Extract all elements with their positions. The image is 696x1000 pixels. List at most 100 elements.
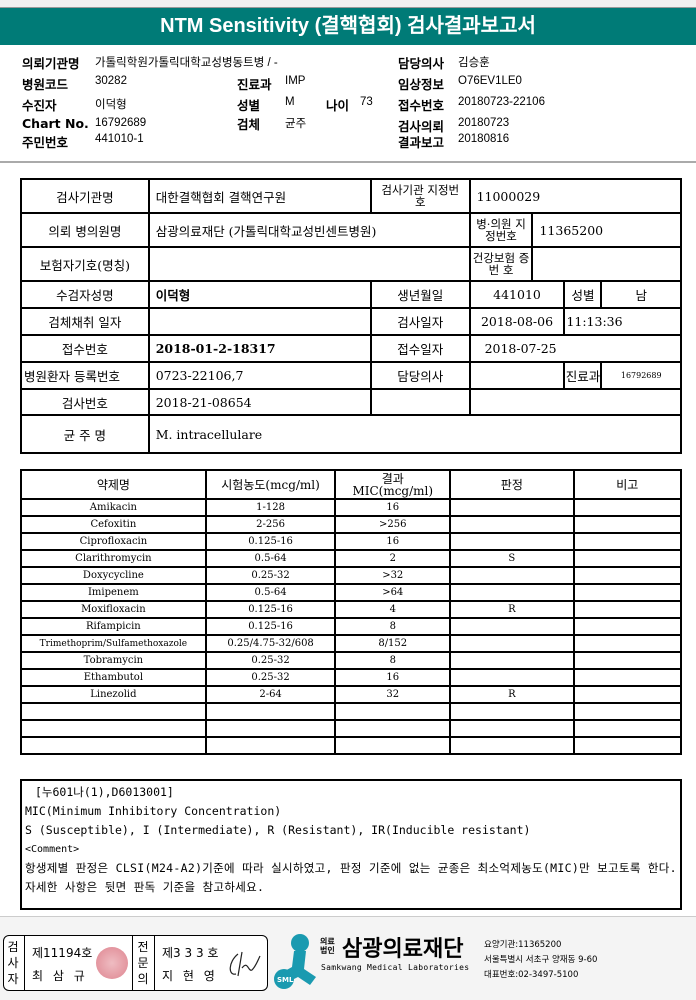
interpretation-cell — [449, 634, 575, 653]
interpretation-cell: S — [449, 549, 575, 568]
acc-label: 접수번호 — [20, 334, 150, 363]
seal-stamp — [96, 947, 128, 979]
doc — [468, 361, 566, 390]
interpretation-cell — [449, 651, 575, 670]
test-no: 2018-21-08654 — [147, 388, 372, 416]
name: 이덕형 — [147, 280, 372, 309]
interpretation-cell — [449, 566, 575, 585]
interpretation-cell — [449, 702, 575, 721]
dept: IMP — [285, 75, 306, 87]
specialist-label: 전문의 — [137, 940, 149, 986]
remark-cell — [572, 498, 683, 517]
drug-cell: Trimethoprim/Sulfamethoxazole — [20, 634, 207, 653]
acc-date: 2018-07-25 — [468, 334, 683, 363]
mic-cell: >64 — [334, 583, 452, 602]
sml-logo-icon: SML — [274, 934, 316, 989]
rrn-label: 주민번호 — [22, 135, 69, 150]
sex-label: 성별 — [563, 280, 603, 309]
acc: 2018-01-2-18317 — [147, 334, 372, 363]
info-table: 검사기관명 대한결핵협회 결핵연구원 검사기관 지정번호 11000029 의뢰… — [20, 178, 683, 454]
chart-number: 16792689 — [95, 117, 147, 129]
table-row: Cefoxitin 2-256 >256 — [20, 515, 683, 534]
mic-cell: 8/152 — [334, 634, 452, 653]
hospital-code: 30282 — [95, 75, 127, 87]
drug-cell: Ciprofloxacin — [20, 532, 207, 551]
signature — [229, 951, 261, 977]
specialist-name: 지 현 영 — [162, 969, 218, 983]
column-header: 판정 — [449, 469, 575, 500]
drug-cell: Linezolid — [20, 685, 207, 704]
test-time: 11:13:36 — [563, 307, 682, 336]
drug-cell: Clarithromycin — [20, 549, 207, 568]
test-date-label: 검사일자 — [369, 307, 471, 336]
signature-box: 검사자 제11194호 최 삼 규 전문의 제3 3 3 호 지 현 영 — [3, 935, 268, 991]
mic-cell — [334, 719, 452, 738]
drug-cell: Rifampicin — [20, 617, 207, 636]
table-row — [20, 736, 683, 755]
concentration-cell — [204, 736, 337, 755]
logo-prefix: 의료법인 — [320, 937, 335, 955]
remark-cell — [572, 668, 683, 687]
specimen-label: 검체 — [237, 117, 261, 132]
table-row: Clarithromycin 0.5-64 2 S — [20, 549, 683, 568]
table-row: Moxifloxacin 0.125-16 4 R — [20, 600, 683, 619]
dept-label: 진료과 — [563, 361, 603, 390]
mic-cell: >256 — [334, 515, 452, 534]
mic-cell: >32 — [334, 566, 452, 585]
drug-cell — [20, 736, 207, 755]
drug-cell: Ethambutol — [20, 668, 207, 687]
clinical: O76EV1LE0 — [458, 75, 522, 87]
sex: 남 — [600, 280, 682, 309]
req-hosp: 삼광의료재단 (가톨릭대학교성빈센트병원) — [147, 212, 471, 248]
tester-label: 검사자 — [7, 940, 19, 986]
request-label: 검사의뢰 — [398, 119, 445, 134]
report-date: 20180816 — [458, 133, 510, 145]
concentration-cell: 0.125-16 — [204, 600, 337, 619]
remark-cell — [572, 685, 683, 704]
concentration-cell: 0.25/4.75-32/608 — [204, 634, 337, 653]
doc-label: 담당의사 — [369, 361, 471, 390]
concentration-cell: 0.5-64 — [204, 583, 337, 602]
rrn: 441010-1 — [95, 133, 144, 145]
accession: 20180723-22106 — [458, 96, 545, 108]
doctor-label: 담당의사 — [398, 56, 445, 71]
concentration-cell: 1-128 — [204, 498, 337, 517]
insurer-label: 보험자기호(명칭) — [20, 246, 150, 282]
hosp-id: 11365200 — [531, 212, 682, 248]
drug-cell — [20, 719, 207, 738]
comment-box: [누601나(1),D6013001] MIC(Minimum Inhibito… — [20, 779, 682, 910]
reg: 0723-22106,7 — [147, 361, 372, 390]
tester-no: 제11194호 — [32, 946, 93, 960]
drug-cell: Doxycycline — [20, 566, 207, 585]
birth-label: 생년월일 — [369, 280, 471, 309]
logo-badge: SML — [277, 976, 294, 984]
remark-cell — [572, 583, 683, 602]
request-date: 20180723 — [458, 117, 510, 129]
sex-label: 성별 — [237, 98, 261, 113]
age-label: 나이 — [326, 98, 350, 113]
lab-name: 대한결핵협회 결핵연구원 — [147, 178, 372, 214]
interpretation-cell — [449, 498, 575, 517]
table-row: Imipenem 0.5-64 >64 — [20, 583, 683, 602]
concentration-cell — [204, 702, 337, 721]
drug-cell: Imipenem — [20, 583, 207, 602]
remark-cell — [572, 634, 683, 653]
strain: M. intracellulare — [147, 414, 683, 454]
column-header: 비고 — [572, 469, 683, 500]
mic-cell: 2 — [334, 549, 452, 568]
drug-cell — [20, 702, 207, 721]
concentration-cell: 0.125-16 — [204, 532, 337, 551]
facility-code: 요양기관:11365200 — [484, 940, 562, 950]
remark-cell — [572, 736, 683, 755]
remark-cell — [572, 600, 683, 619]
comment-code: [누601나(1),D6013001] — [35, 785, 174, 799]
interpretation-cell — [449, 583, 575, 602]
table-row: Rifampicin 0.125-16 8 — [20, 617, 683, 636]
interpretation-cell — [449, 668, 575, 687]
institution-label: 의뢰기관명 — [22, 56, 80, 71]
mic-cell: 16 — [334, 668, 452, 687]
drug-cell: Tobramycin — [20, 651, 207, 670]
req-hosp-label: 의뢰 병의원명 — [20, 212, 150, 248]
collect-label: 검체채취 일자 — [20, 307, 150, 336]
interpretation-cell — [449, 617, 575, 636]
